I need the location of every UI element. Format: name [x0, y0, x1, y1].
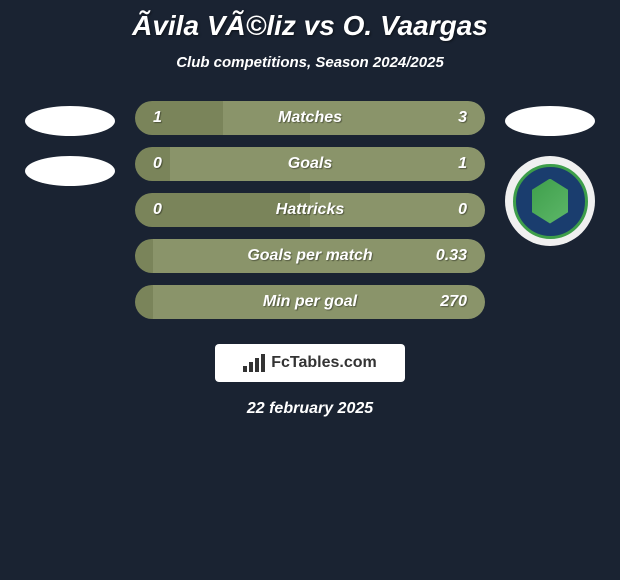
page-title: Ãvila VÃ©liz vs O. Vaargas: [0, 10, 620, 42]
sounders-crest: [513, 164, 588, 239]
stat-value-right: 3: [458, 109, 467, 127]
date-text: 22 february 2025: [0, 400, 620, 418]
stats-column: 1 Matches 3 0 Goals 1 0 Hattricks 0 Goals per mat…: [135, 101, 485, 319]
stat-bar: 1 Matches 3: [135, 101, 485, 135]
stat-label: Goals: [288, 155, 332, 173]
team-badge-left-1: [25, 106, 115, 136]
stat-bar-left-fill: [135, 239, 153, 273]
stat-value-right: 0.33: [436, 247, 467, 265]
page-subtitle: Club competitions, Season 2024/2025: [0, 54, 620, 71]
stat-value-right: 1: [458, 155, 467, 173]
stat-bar: 0 Goals 1: [135, 147, 485, 181]
stat-label: Goals per match: [247, 247, 372, 265]
team-badge-right-2: [505, 156, 595, 246]
stat-bar: 0 Hattricks 0: [135, 193, 485, 227]
stat-bar-left-fill: [135, 101, 223, 135]
stat-value-right: 0: [458, 201, 467, 219]
stat-label: Matches: [278, 109, 342, 127]
stat-value-left: 0: [153, 155, 162, 173]
sounders-crest-inner: [528, 179, 573, 224]
stat-bar-left-fill: [135, 285, 153, 319]
stat-label: Hattricks: [276, 201, 344, 219]
stat-value-left: 0: [153, 201, 162, 219]
stat-label: Min per goal: [263, 293, 357, 311]
stat-bar: Goals per match 0.33: [135, 239, 485, 273]
stat-bar-right-fill: [223, 101, 486, 135]
left-team-badges: [25, 101, 115, 186]
chart-icon: [243, 354, 265, 372]
team-badge-left-2: [25, 156, 115, 186]
footer-logo-inner: FcTables.com: [243, 354, 377, 372]
footer-logo[interactable]: FcTables.com: [215, 344, 405, 382]
stat-value-right: 270: [440, 293, 467, 311]
stat-bar: Min per goal 270: [135, 285, 485, 319]
team-badge-right-1: [505, 106, 595, 136]
content-row: 1 Matches 3 0 Goals 1 0 Hattricks 0 Goals per mat…: [0, 101, 620, 319]
stat-value-left: 1: [153, 109, 162, 127]
logo-text: FcTables.com: [271, 354, 377, 372]
right-team-badges: [505, 101, 595, 246]
comparison-container: Ãvila VÃ©liz vs O. Vaargas Club competit…: [0, 0, 620, 428]
